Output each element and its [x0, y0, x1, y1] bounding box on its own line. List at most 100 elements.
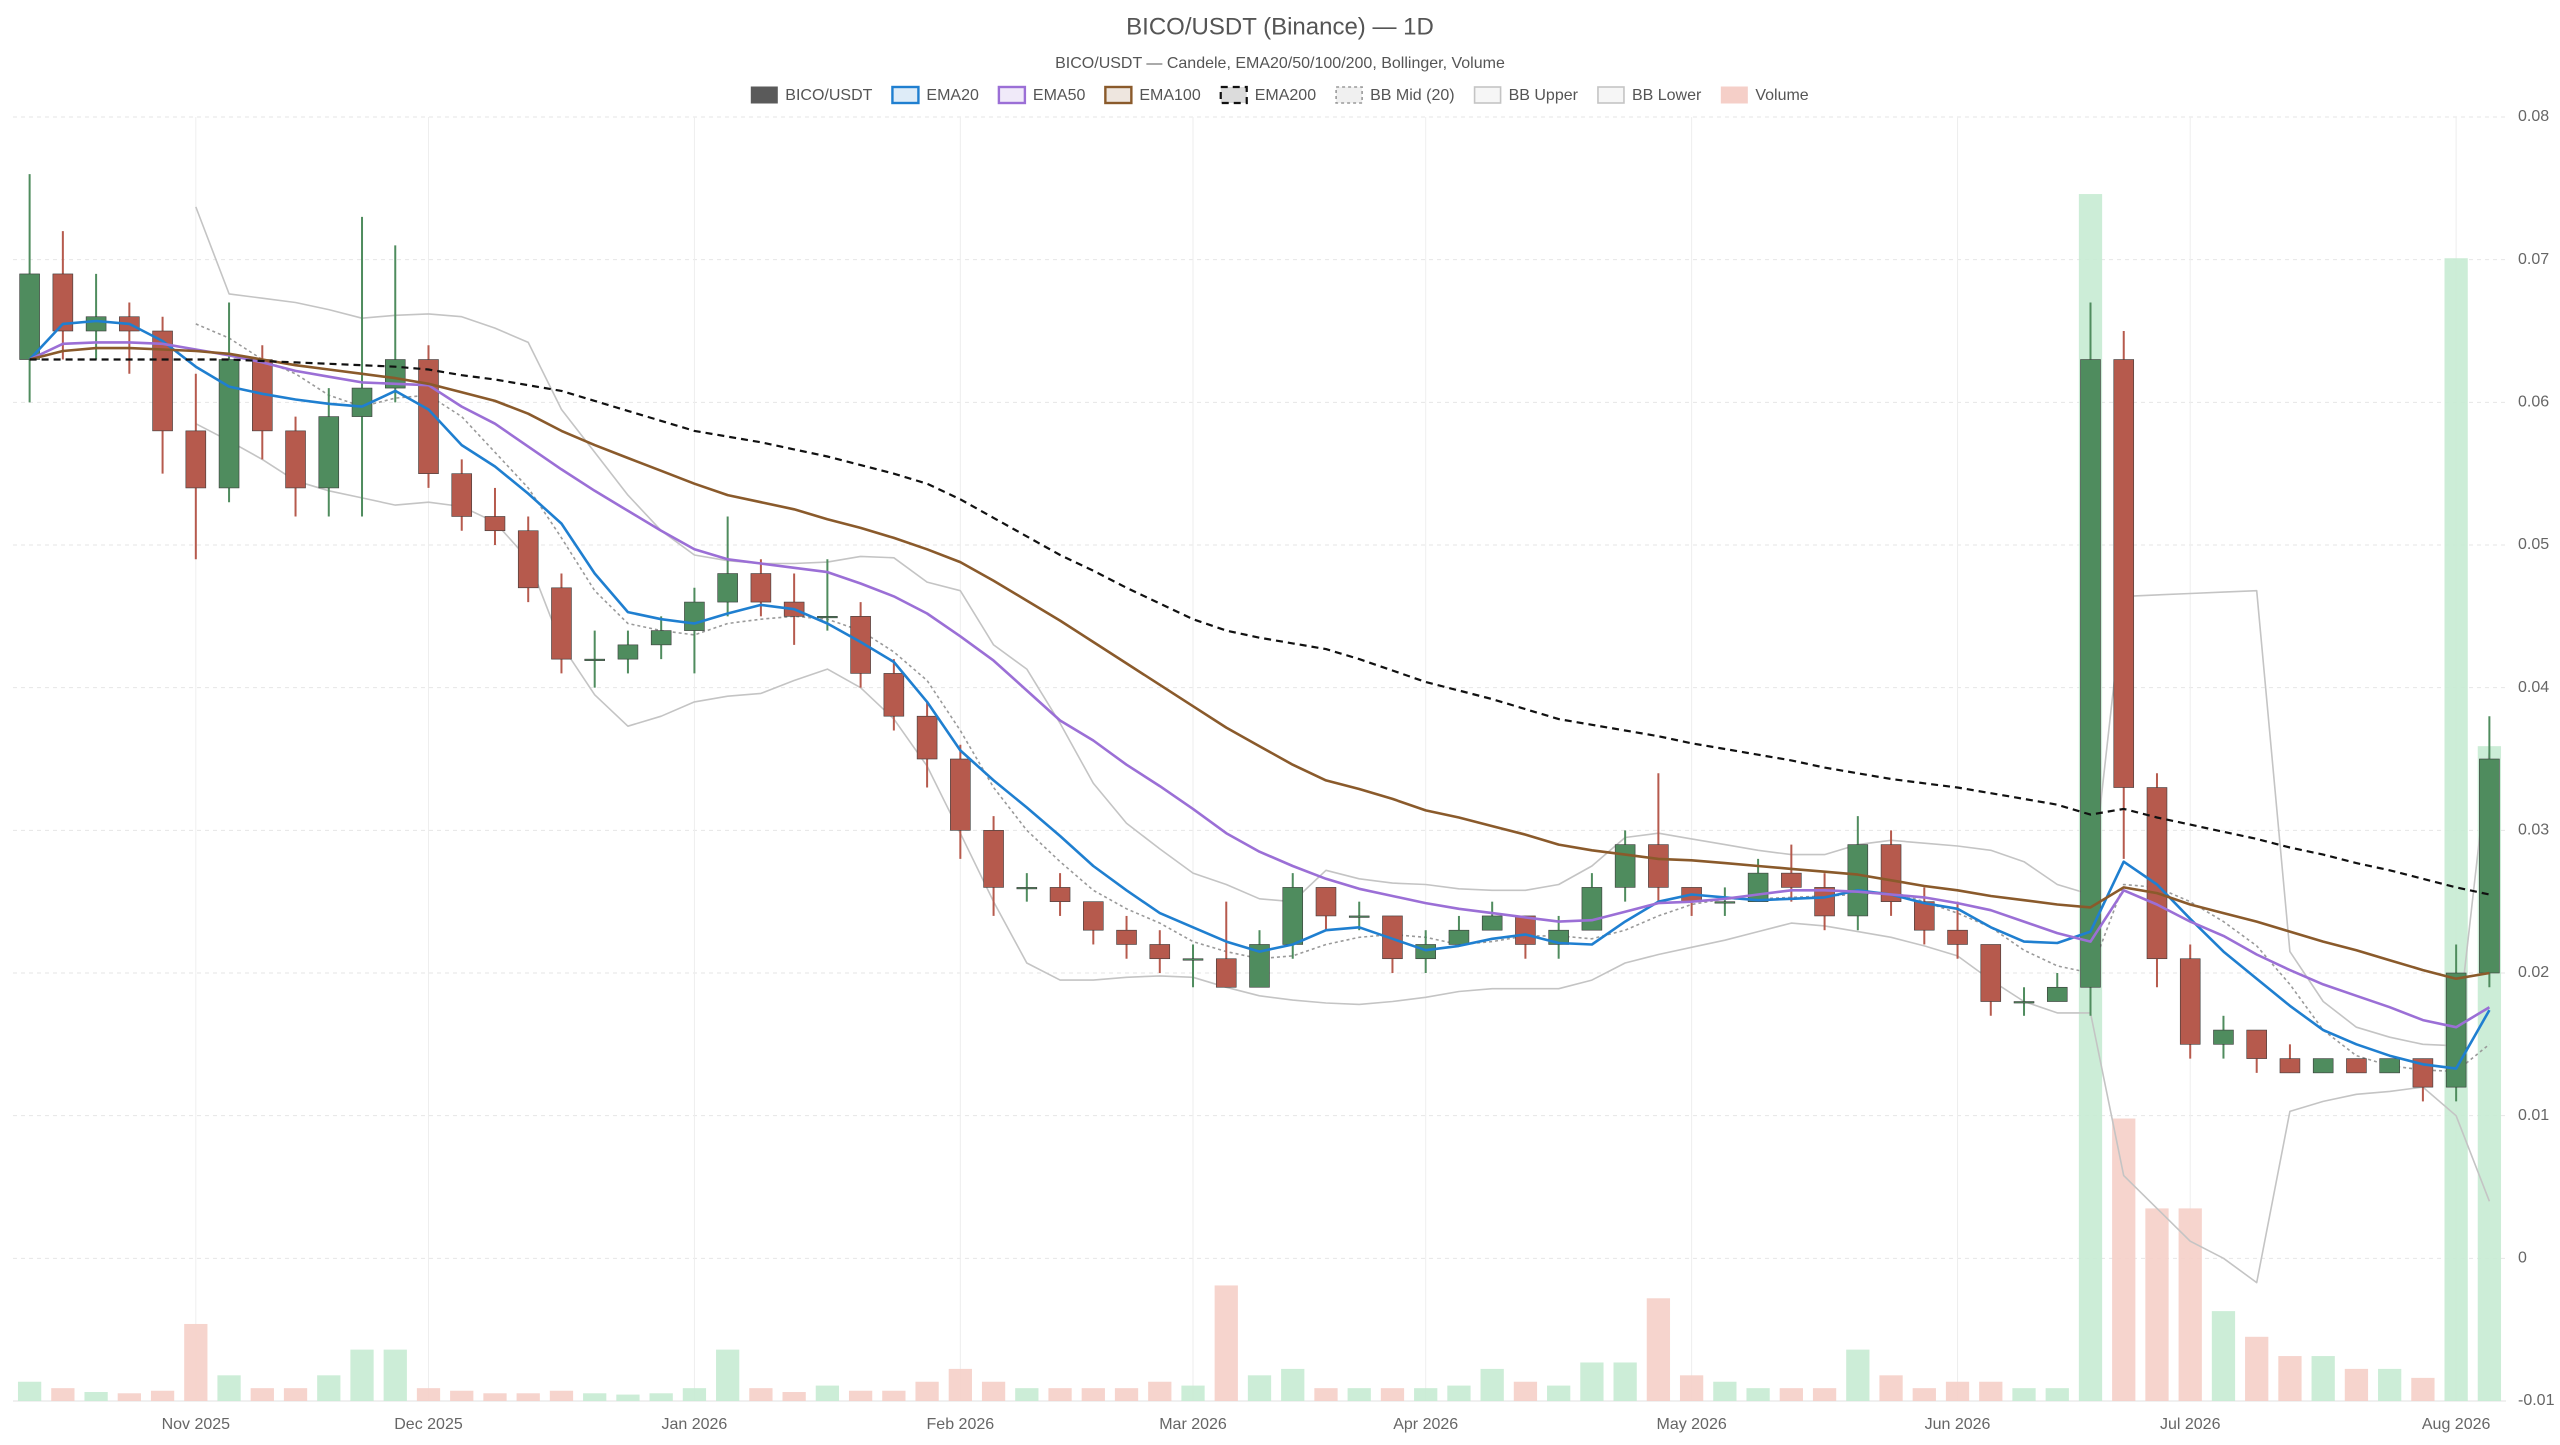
candle-body — [1714, 901, 1736, 904]
candle-body — [2013, 1001, 2035, 1004]
candle-body — [1847, 844, 1869, 917]
candle-body — [85, 316, 107, 332]
legend-label: BB Lower — [1632, 87, 1702, 104]
legend-label: EMA20 — [926, 87, 979, 104]
volume-bar — [1945, 1381, 1970, 1401]
volume-bar — [1513, 1381, 1538, 1401]
legend-item: Volume — [1720, 86, 1809, 104]
candle-body — [584, 658, 605, 661]
axis-layer: -0.01 0 0.01 0.02 0.03 0.04 0.05 0.06 0.07 0.08 No… — [162, 108, 2555, 1433]
legend-swatch — [1473, 86, 1502, 104]
candle-body — [1116, 929, 1137, 945]
indicator-line — [29, 346, 2490, 980]
volume-bar — [1347, 1388, 1371, 1401]
candle-body — [1914, 901, 1935, 931]
candle-body — [52, 273, 74, 332]
volume-bar — [1081, 1388, 1105, 1401]
legend-item: EMA200 — [1219, 85, 1316, 104]
candle-body — [1980, 944, 2002, 1002]
legend-label: EMA100 — [1139, 87, 1200, 104]
candle-body — [2445, 972, 2467, 1088]
volume-bar — [915, 1381, 939, 1401]
candle-body — [318, 416, 340, 489]
volume-bar — [948, 1368, 972, 1401]
chart-title: BICO/USDT (Binance) — 1D — [1126, 13, 1434, 40]
volume-bar — [350, 1349, 374, 1401]
candle-body — [750, 573, 772, 603]
x-tick-label: Dec 2025 — [394, 1416, 463, 1433]
legend-item: BB Mid (20) — [1335, 86, 1455, 104]
y-tick-label: 0.07 — [2518, 251, 2549, 268]
legend-label: BB Upper — [1509, 87, 1579, 104]
candle-body — [2279, 1058, 2301, 1074]
x-tick-label: Jul 2026 — [2160, 1416, 2221, 1433]
x-tick-label: Feb 2026 — [927, 1416, 995, 1433]
candle-body — [2479, 758, 2500, 974]
volume-bar — [516, 1393, 540, 1401]
y-tick-label: 0.08 — [2518, 108, 2549, 125]
volume-bar — [1646, 1298, 1671, 1401]
volume-bar — [2378, 1368, 2402, 1401]
candle-body — [1282, 887, 1304, 945]
volume-bar — [1114, 1388, 1139, 1401]
y-tick-label: 0.03 — [2518, 822, 2549, 839]
candle-layer — [19, 174, 2500, 1102]
candle-body — [717, 573, 738, 603]
candle-body — [1880, 844, 1902, 902]
candle-body — [2213, 1029, 2234, 1045]
volume-bar — [1547, 1385, 1571, 1401]
candle-body — [451, 473, 473, 517]
y-tick-label: -0.01 — [2518, 1392, 2555, 1409]
legend-label: BB Mid (20) — [1370, 87, 1454, 104]
volume-bar — [1580, 1362, 1604, 1401]
volume-bar — [2178, 1208, 2202, 1401]
volume-bar — [815, 1385, 840, 1401]
volume-bar — [616, 1394, 640, 1401]
indicator-line — [195, 422, 2491, 1284]
legend-swatch — [750, 86, 778, 104]
volume-bar — [2311, 1356, 2335, 1401]
candle-body — [185, 430, 207, 489]
y-tick-label: 0.01 — [2518, 1107, 2549, 1124]
legend-swatch — [891, 85, 920, 105]
x-tick-label: Nov 2025 — [162, 1416, 231, 1433]
candle-body — [152, 330, 173, 432]
volume-bar — [1480, 1368, 1504, 1401]
legend-label: EMA200 — [1255, 87, 1316, 104]
x-tick-label: Aug 2026 — [2422, 1416, 2491, 1433]
volume-bar — [583, 1393, 607, 1401]
candle-body — [1814, 887, 1835, 917]
legend-label: EMA50 — [1033, 87, 1086, 104]
volume-bar — [1979, 1381, 2003, 1401]
candle-body — [1083, 901, 1104, 931]
legend-swatch — [997, 85, 1027, 105]
indicator-line — [195, 206, 2491, 1047]
volume-bar — [1181, 1385, 1205, 1401]
candle-body — [1515, 915, 1536, 945]
candle-body — [19, 273, 40, 360]
legend-item: EMA20 — [891, 85, 979, 105]
volume-bar — [84, 1392, 108, 1401]
y-tick-label: 0.04 — [2518, 679, 2549, 696]
volume-bar — [1447, 1385, 1471, 1401]
candle-body — [950, 758, 971, 831]
volume-bar — [150, 1390, 175, 1401]
legend-swatch — [1720, 86, 1748, 104]
volume-bar — [2045, 1388, 2069, 1401]
indicator-line — [29, 358, 2490, 896]
y-tick-label: 0.02 — [2518, 964, 2549, 981]
candle-body — [1648, 844, 1669, 888]
volume-bar — [1048, 1388, 1072, 1401]
candle-body — [617, 644, 639, 660]
candle-body — [1581, 887, 1603, 931]
x-tick-label: Jun 2026 — [1925, 1416, 1991, 1433]
legend-label: BICO/USDT — [785, 87, 872, 104]
candle-body — [1781, 872, 1802, 888]
candle-body — [650, 630, 672, 646]
x-tick-label: May 2026 — [1656, 1416, 1726, 1433]
y-tick-label: 0.06 — [2518, 394, 2549, 411]
y-tick-label: 0 — [2518, 1250, 2527, 1267]
candle-body — [551, 587, 572, 660]
volume-bar — [2411, 1377, 2435, 1401]
